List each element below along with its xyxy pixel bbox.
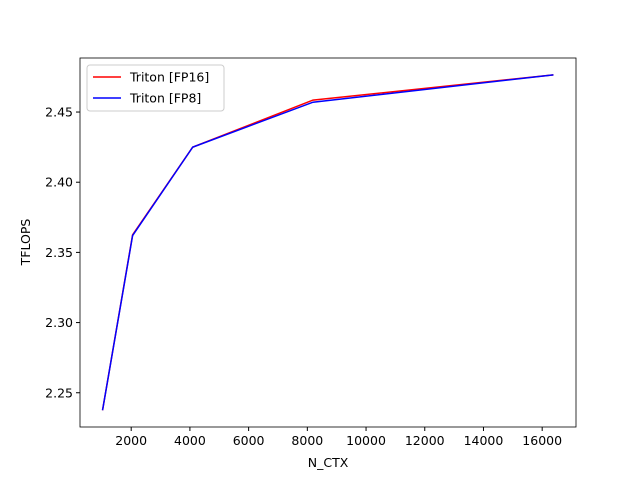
x-tick-label: 2000 (115, 433, 147, 448)
y-tick-label: 2.25 (45, 385, 73, 400)
x-tick-label: 12000 (405, 433, 445, 448)
x-tick-label: 6000 (233, 433, 265, 448)
y-tick-label: 2.30 (45, 315, 73, 330)
legend-label: Triton [FP8] (129, 91, 201, 106)
legend-label: Triton [FP16] (129, 70, 209, 85)
series-line (101, 74, 554, 411)
x-tick-label: 8000 (291, 433, 323, 448)
plot-frame (79, 57, 577, 428)
x-tick-label: 4000 (174, 433, 206, 448)
x-tick-label: 14000 (464, 433, 504, 448)
series-line (101, 74, 554, 411)
x-axis-label: N_CTX (308, 455, 349, 470)
x-tick-label: 16000 (522, 433, 562, 448)
x-tick-label: 10000 (346, 433, 386, 448)
y-tick-label: 2.45 (45, 105, 73, 120)
legend-box (86, 64, 225, 112)
y-tick-label: 2.40 (45, 175, 73, 190)
y-axis-label: TFLOPS (18, 219, 33, 267)
y-tick-label: 2.35 (45, 245, 73, 260)
